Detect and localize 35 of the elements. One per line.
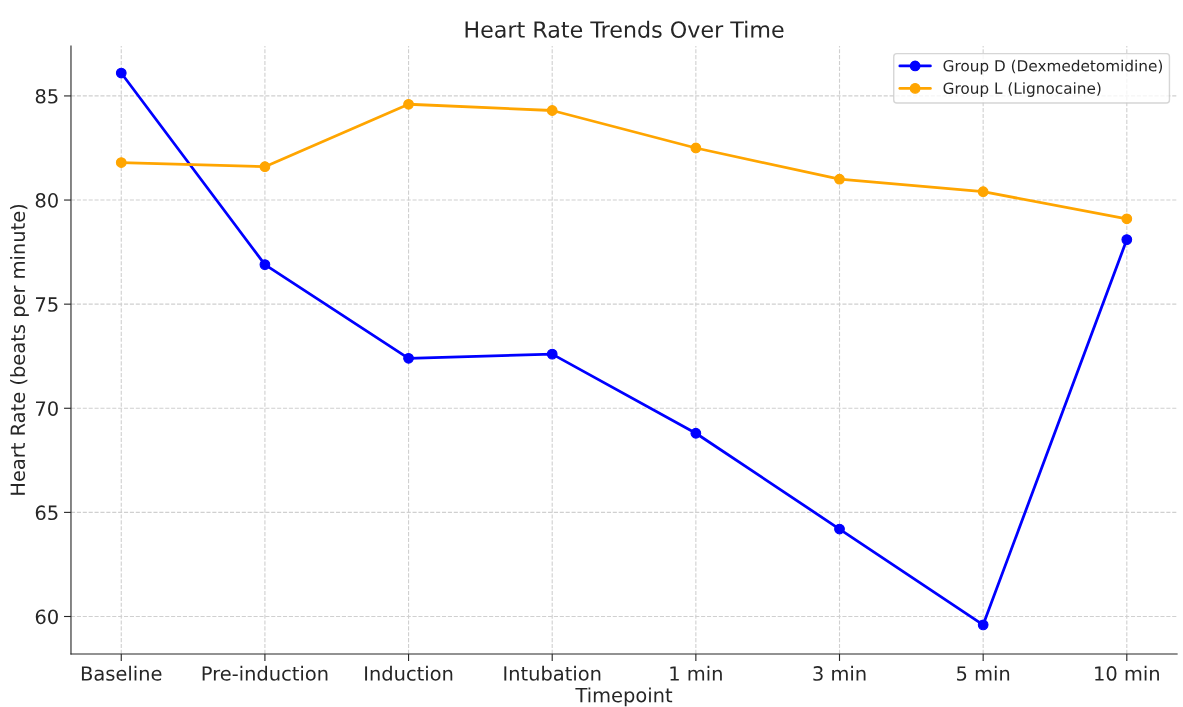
y-tick-label: 85 xyxy=(35,88,58,104)
chart-title: Heart Rate Trends Over Time xyxy=(465,20,784,38)
x-tick-label: Induction xyxy=(365,665,453,681)
point xyxy=(977,186,989,198)
y-tick-label: 80 xyxy=(35,193,58,208)
point xyxy=(546,348,558,360)
point xyxy=(115,67,127,79)
x-tick-label: Intubation xyxy=(504,665,601,681)
y-tick-label: 60 xyxy=(35,609,58,625)
point xyxy=(403,352,414,364)
y-tick-label: 70 xyxy=(36,401,58,416)
point xyxy=(115,157,127,168)
point xyxy=(834,173,845,185)
point xyxy=(690,427,702,439)
y-axis-title: Heart Rate (beats per minute) xyxy=(10,204,29,495)
y-tick-label: 75 xyxy=(36,297,58,312)
point xyxy=(259,161,271,173)
x-tick-label: 1 min xyxy=(670,665,722,681)
point xyxy=(1121,213,1133,225)
x-tick-label: 10 min xyxy=(1095,665,1159,681)
x-axis-title: Timepoint xyxy=(575,687,673,707)
point xyxy=(1121,234,1133,245)
point xyxy=(259,259,271,270)
point xyxy=(690,142,702,154)
point xyxy=(977,619,989,631)
legend-label: Group L (Lignocaine) xyxy=(943,82,1101,97)
x-tick-label: Baseline xyxy=(81,665,162,681)
legend-label: Group D (Dexmedetomidine) xyxy=(943,59,1163,75)
x-tick-label: 3 min xyxy=(813,665,866,681)
x-tick-label: Pre-induction xyxy=(202,665,328,681)
point xyxy=(403,98,414,110)
point xyxy=(834,523,845,535)
point xyxy=(546,105,558,116)
y-tick-label: 65 xyxy=(35,505,58,521)
x-tick-label: 5 min xyxy=(957,665,1010,681)
